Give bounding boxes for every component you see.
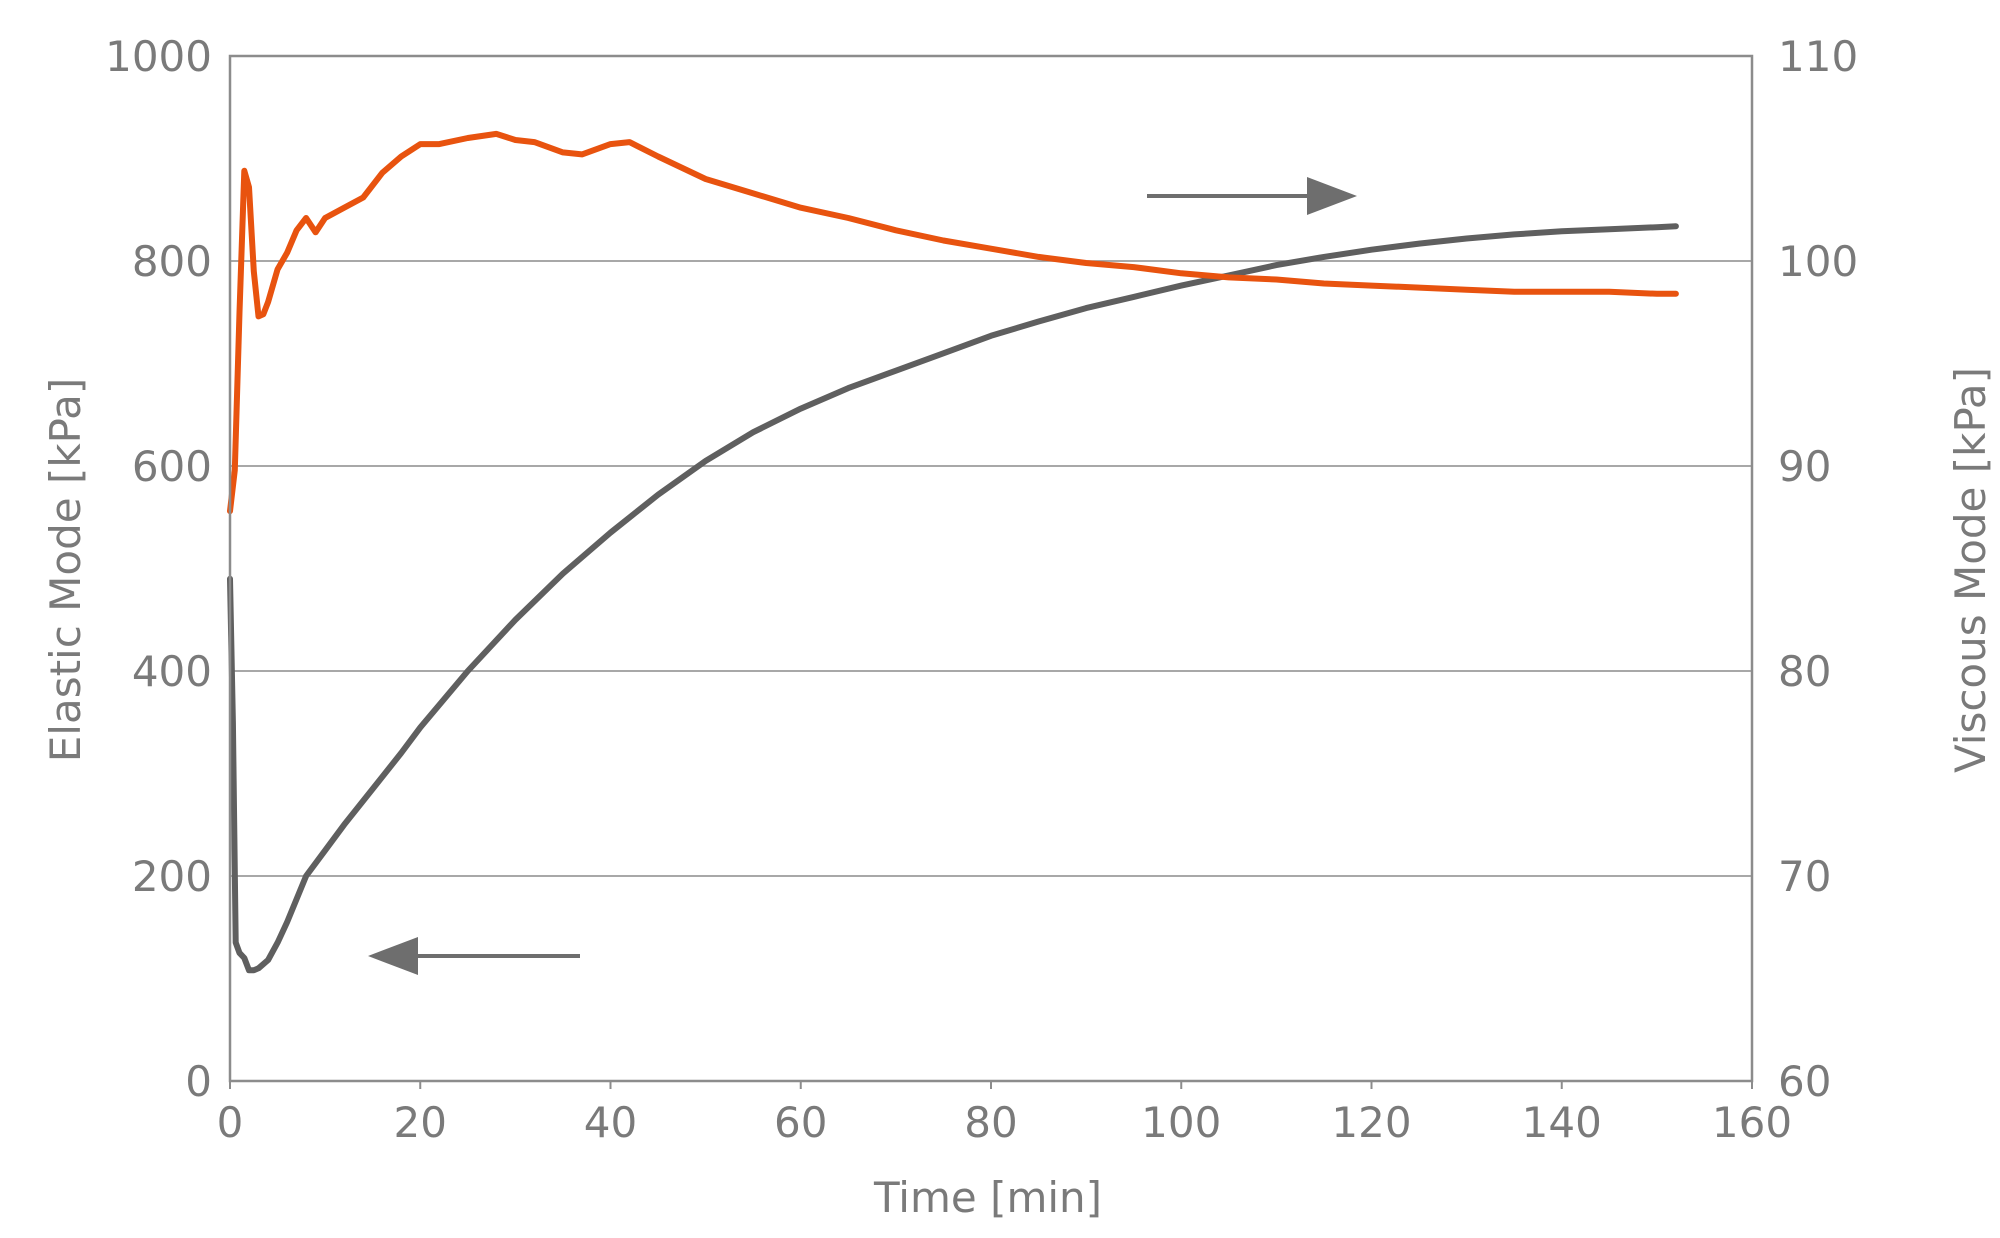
right-arrow-icon xyxy=(1147,177,1357,215)
y-left-tick-label: 600 xyxy=(132,442,212,491)
x-tick-label: 0 xyxy=(217,1098,244,1147)
series-layer xyxy=(227,130,1679,974)
left-arrow-icon xyxy=(368,937,580,975)
y-left-tick-label: 1000 xyxy=(105,32,212,81)
grid-layer xyxy=(230,260,1752,877)
x-tick-label: 100 xyxy=(1141,1098,1221,1147)
x-tick-label: 120 xyxy=(1331,1098,1411,1147)
viscous-mode-line xyxy=(227,130,1679,515)
x-tick-label: 140 xyxy=(1522,1098,1602,1147)
elastic-mode-line xyxy=(227,223,1679,974)
x-tick-label: 40 xyxy=(584,1098,637,1147)
x-tick-label: 20 xyxy=(394,1098,447,1147)
axis-layer xyxy=(228,54,1754,1089)
y-right-tick-label: 60 xyxy=(1778,1057,1831,1106)
y-left-tick-label: 800 xyxy=(132,237,212,286)
y-right-tick-label: 110 xyxy=(1778,32,1858,81)
y-left-tick-label: 400 xyxy=(132,647,212,696)
y-left-tick-label: 200 xyxy=(132,852,212,901)
y-right-axis-title: Viscous Mode [kPa] xyxy=(1946,367,1995,773)
annotation-layer xyxy=(368,177,1357,975)
y-right-tick-label: 80 xyxy=(1778,647,1831,696)
x-tick-label: 60 xyxy=(774,1098,827,1147)
left-arrow-icon-head xyxy=(368,937,418,975)
y-right-tick-label: 70 xyxy=(1778,852,1831,901)
y-right-tick-label: 90 xyxy=(1778,442,1831,491)
y-left-axis-title: Elastic Mode [kPa] xyxy=(41,378,90,762)
tick-layer: 0 20 40 60 80 100 120 140 160 0 200 400 600 800 1000 60… xyxy=(105,32,1858,1147)
x-axis-title: Time [min] xyxy=(873,1173,1102,1222)
x-tick-label: 80 xyxy=(964,1098,1017,1147)
plot-frame xyxy=(228,54,1754,1083)
x-tick-label: 160 xyxy=(1712,1098,1792,1147)
y-left-tick-label: 0 xyxy=(185,1057,212,1106)
y-right-tick-label: 100 xyxy=(1778,237,1858,286)
right-arrow-icon-head xyxy=(1307,177,1357,215)
